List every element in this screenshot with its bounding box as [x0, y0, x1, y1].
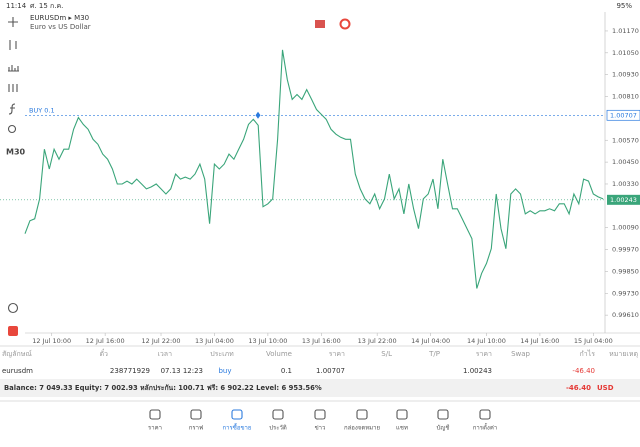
- nav-label[interactable]: ข่าว: [315, 425, 326, 432]
- status-battery: 95%: [616, 2, 632, 10]
- nav-icon[interactable]: [314, 409, 326, 420]
- table-header: สัญลักษณ์ ตั๋ว เวลา ประเภท Volume ราคา S/L T/P ร…: [2, 349, 638, 358]
- nav-icon[interactable]: [231, 409, 243, 420]
- column-header: หมายเหตุ: [609, 350, 638, 358]
- column-header: T/P: [428, 350, 440, 358]
- column-header: Swap: [511, 350, 530, 358]
- bars-icon[interactable]: [8, 65, 19, 72]
- cell-volume: 0.1: [281, 367, 292, 375]
- nav-label[interactable]: บัญชี: [437, 424, 450, 432]
- currency: USD: [597, 384, 614, 392]
- y-tick-label: 1.00810: [612, 93, 639, 101]
- nav-icon[interactable]: [479, 409, 491, 420]
- column-header: Volume: [266, 350, 292, 358]
- objects-icon[interactable]: [7, 124, 17, 134]
- x-tick-label: 14 Jul 16:00: [520, 337, 559, 345]
- candles-icon[interactable]: [9, 40, 17, 50]
- y-tick-label: 1.00090: [612, 224, 639, 232]
- x-tick-label: 14 Jul 04:00: [411, 337, 450, 345]
- chart-subtitle: Euro vs US Dollar: [30, 23, 91, 31]
- column-header: ราคา: [329, 350, 345, 358]
- position-row[interactable]: eurusdm 238771929 07.13 12:23 buy 0.1 1.…: [2, 367, 595, 375]
- y-tick-label: 0.99610: [612, 311, 639, 319]
- order-price-tag: [606, 109, 640, 121]
- x-tick-label: 13 Jul 10:00: [248, 337, 287, 345]
- current-price-tag: [607, 194, 640, 205]
- nav-icon[interactable]: [149, 409, 161, 420]
- x-tick-label: 13 Jul 04:00: [195, 337, 234, 345]
- nav-label[interactable]: การซื้อขาย: [223, 422, 252, 432]
- function-icon[interactable]: [8, 103, 16, 115]
- y-tick-label: 0.99850: [612, 267, 639, 275]
- total-profit: -46.40: [566, 384, 591, 392]
- x-tick-label: 12 Jul 22:00: [142, 337, 181, 345]
- current-price-tag-label: 1.00243: [610, 196, 637, 204]
- status-time: 11:14: [6, 2, 27, 10]
- column-header: สัญลักษณ์: [2, 350, 32, 358]
- order-marker: [255, 111, 261, 119]
- nav-label[interactable]: กราฟ: [189, 425, 203, 432]
- clock-icon[interactable]: [7, 302, 19, 314]
- nav-icon[interactable]: [356, 409, 368, 420]
- nav-label[interactable]: กล่องจดหมาย: [344, 425, 380, 432]
- cell-type: buy: [218, 367, 231, 375]
- timeframe[interactable]: M30: [6, 148, 26, 157]
- cell-profit: -46.40: [572, 367, 595, 375]
- indicators-icon[interactable]: [8, 84, 18, 92]
- cell-symbol: eurusdm: [2, 367, 33, 375]
- nav-icon[interactable]: [272, 409, 284, 420]
- order-price-tag-label: 1.00707: [610, 111, 637, 119]
- x-tick-label: 12 Jul 16:00: [86, 337, 125, 345]
- x-tick-label: 15 Jul 04:00: [574, 337, 613, 345]
- crosshair-icon[interactable]: [8, 17, 18, 27]
- summary-bar: [0, 379, 640, 397]
- x-tick-label: 13 Jul 22:00: [358, 337, 397, 345]
- left-toolbar: M30: [6, 17, 26, 336]
- bottom-nav: ราคา กราฟ การซื้อขาย ประวัติ ข่าว กล่องจดหมาย…: [148, 409, 497, 432]
- y-tick-label: 0.99730: [612, 289, 639, 297]
- y-tick-label: 1.00570: [612, 136, 639, 144]
- y-tick-label: 1.00930: [612, 71, 639, 79]
- nav-label[interactable]: ราคา: [148, 425, 162, 432]
- nav-label[interactable]: แชท: [396, 425, 408, 432]
- order-label: BUY 0.1: [29, 106, 55, 114]
- column-header: ตั๋ว: [100, 349, 109, 358]
- nav-icon[interactable]: [190, 409, 202, 420]
- column-header: ราคา: [476, 350, 492, 358]
- y-tick-label: 1.01050: [612, 49, 639, 57]
- chart-refresh-icon[interactable]: [339, 18, 351, 30]
- nav-label[interactable]: ประวัติ: [269, 425, 287, 432]
- column-header: กำไร: [580, 349, 596, 358]
- cell-current-price: 1.00243: [463, 367, 492, 375]
- y-tick-label: 1.01170: [612, 27, 639, 35]
- y-tick-label: 1.00330: [612, 180, 639, 188]
- price-line: [24, 49, 604, 289]
- summary: Balance: 7 049.33 Equity: 7 002.93 หลักป…: [4, 384, 322, 392]
- nav-icon[interactable]: [437, 409, 449, 420]
- y-tick-label: 1.00450: [612, 158, 639, 166]
- x-tick-label: 12 Jul 10:00: [32, 337, 71, 345]
- nav-label[interactable]: การตั้งค่า: [473, 422, 497, 432]
- app-icon[interactable]: [8, 326, 18, 336]
- y-tick-label: 0.99970: [612, 246, 639, 254]
- cell-time: 07.13 12:23: [161, 367, 203, 375]
- x-tick-label: 14 Jul 10:00: [467, 337, 506, 345]
- nav-icon[interactable]: [396, 409, 408, 420]
- status-date: ศ. 15 ก.ค.: [30, 2, 63, 10]
- x-tick-label: 13 Jul 16:00: [302, 337, 341, 345]
- cell-open-price: 1.00707: [316, 367, 345, 375]
- cell-ticket: 238771929: [110, 367, 150, 375]
- chart-title: EURUSDm ▸ M30: [30, 14, 89, 22]
- column-header: เวลา: [157, 350, 172, 358]
- column-header: S/L: [381, 350, 392, 358]
- column-header: ประเภท: [210, 350, 234, 358]
- chart-mode-icon[interactable]: [315, 20, 325, 28]
